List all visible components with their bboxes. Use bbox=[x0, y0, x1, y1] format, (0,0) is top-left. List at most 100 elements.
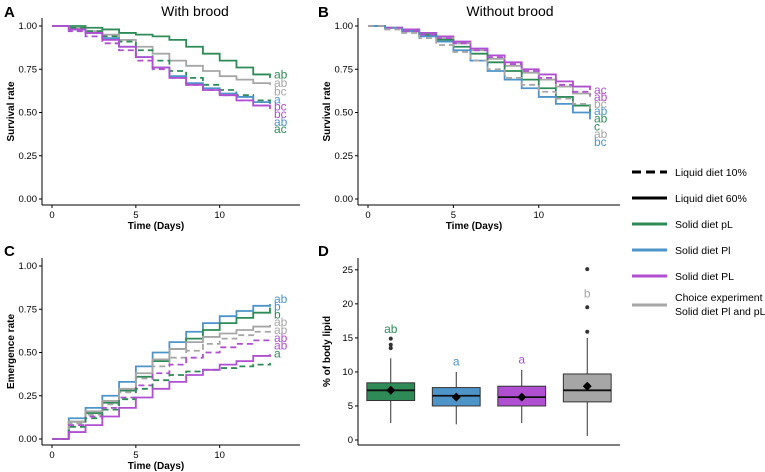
y-tick-label: 20 bbox=[342, 299, 353, 310]
significance-letter: a bbox=[274, 93, 281, 107]
x-axis-label: Time (Days) bbox=[446, 221, 503, 232]
y-tick-label: 0.25 bbox=[19, 391, 38, 402]
y-tick-label: 0.75 bbox=[335, 64, 354, 75]
significance-letter: ac bbox=[274, 122, 287, 136]
panel-title: With brood bbox=[161, 3, 229, 19]
series-line bbox=[52, 25, 271, 78]
legend-label: Solid diet Pl bbox=[675, 245, 730, 257]
significance-letter: b bbox=[274, 300, 281, 314]
x-tick-label: 10 bbox=[533, 210, 544, 221]
y-tick-label: 0.00 bbox=[19, 434, 38, 445]
mean-marker bbox=[517, 392, 527, 402]
y-tick-label: 10 bbox=[342, 367, 353, 378]
y-axis-label: Survival rate bbox=[6, 81, 17, 141]
series-line bbox=[368, 25, 591, 120]
x-axis-label: Time (Days) bbox=[128, 461, 185, 472]
significance-letter: ac bbox=[594, 83, 607, 97]
panel-title: Without brood bbox=[466, 3, 553, 19]
x-axis-label: Time (Days) bbox=[128, 221, 185, 232]
mean-marker bbox=[582, 381, 592, 391]
significance-letter: ab bbox=[594, 104, 608, 118]
y-tick-label: 0.75 bbox=[19, 64, 38, 75]
significance-letter: b bbox=[584, 287, 591, 301]
y-tick-label: 1.00 bbox=[335, 21, 354, 32]
legend-label: Choice experiment bbox=[675, 292, 763, 304]
legend-label: Liquid diet 60% bbox=[675, 193, 747, 205]
outlier-point bbox=[388, 336, 393, 341]
y-tick-label: 25 bbox=[342, 265, 353, 276]
series-line bbox=[52, 354, 271, 440]
legend-label: Solid diet pL bbox=[675, 219, 733, 231]
outlier-point bbox=[585, 267, 590, 272]
x-tick-label: 5 bbox=[133, 210, 138, 221]
x-tick-label: 5 bbox=[451, 210, 456, 221]
y-tick-label: 1.00 bbox=[19, 261, 38, 272]
y-tick-label: 0.50 bbox=[19, 108, 38, 119]
y-tick-label: 0.50 bbox=[19, 348, 38, 359]
outlier-point bbox=[585, 305, 590, 310]
series-line bbox=[368, 25, 591, 96]
significance-letter: ab bbox=[274, 339, 288, 353]
y-tick-label: 15 bbox=[342, 333, 353, 344]
significance-letter: ab bbox=[274, 323, 288, 337]
significance-letter: bc bbox=[274, 99, 287, 113]
y-tick-label: 0 bbox=[348, 435, 353, 446]
significance-letter: ab bbox=[274, 67, 288, 81]
significance-letter: ab bbox=[594, 127, 608, 141]
significance-letter: ab bbox=[274, 76, 288, 90]
outlier-point bbox=[388, 346, 393, 351]
significance-letter: ab bbox=[274, 315, 288, 329]
x-tick-label: 0 bbox=[365, 210, 370, 221]
y-tick-label: 0.75 bbox=[19, 304, 38, 315]
legend-label: Liquid diet 10% bbox=[675, 167, 747, 179]
significance-letter: ab bbox=[384, 322, 398, 336]
significance-letter: a bbox=[453, 355, 460, 369]
significance-letter: ab bbox=[274, 115, 288, 129]
outlier-point bbox=[585, 329, 590, 334]
panel-c-emergence: 0.00 0.25 0.50 0.75 1.00 0 5 10 Time (Days) Emerg… bbox=[6, 258, 300, 472]
panel-c-letter: C bbox=[4, 243, 15, 260]
legend: Liquid diet 10% Liquid diet 60% Solid diet… bbox=[632, 167, 765, 318]
significance-letter: ab bbox=[594, 112, 608, 126]
series-line bbox=[52, 330, 271, 440]
significance-letter: c bbox=[594, 119, 600, 133]
significance-letter: ab bbox=[274, 292, 288, 306]
y-axis-label: Emergence rate bbox=[6, 314, 17, 389]
legend-label: Solid diet PL bbox=[675, 271, 734, 283]
y-axis-label: Survival rate bbox=[322, 81, 333, 141]
panel-d-letter: D bbox=[318, 243, 329, 260]
x-tick-label: 0 bbox=[49, 450, 54, 461]
series-line bbox=[368, 25, 591, 110]
y-axis-label: % of body lipid bbox=[322, 316, 333, 387]
significance-letter: ab bbox=[274, 331, 288, 345]
y-tick-label: 5 bbox=[348, 401, 353, 412]
significance-letter: bc bbox=[594, 97, 607, 111]
mean-marker bbox=[386, 385, 396, 395]
x-tick-label: 10 bbox=[214, 450, 225, 461]
significance-letter: bc bbox=[274, 107, 287, 121]
y-tick-label: 0.25 bbox=[19, 151, 38, 162]
panel-a-letter: A bbox=[4, 4, 15, 21]
panel-a-survival-with-brood: 0.00 0.25 0.50 0.75 1.00 0 5 10 Time (Days) Survi… bbox=[6, 3, 300, 232]
series-line bbox=[52, 324, 271, 440]
y-tick-label: 0.50 bbox=[335, 108, 354, 119]
panel-b-survival-without-brood: 0.00 0.25 0.50 0.75 1.00 0 5 10 Time (Days) Survi… bbox=[322, 3, 620, 232]
significance-letter: a bbox=[518, 353, 525, 367]
significance-letter: bc bbox=[594, 135, 607, 149]
x-tick-label: 5 bbox=[133, 450, 138, 461]
x-tick-label: 10 bbox=[214, 210, 225, 221]
y-tick-label: 0.25 bbox=[335, 151, 354, 162]
y-tick-label: 1.00 bbox=[19, 21, 38, 32]
significance-letter: b bbox=[274, 307, 281, 321]
panel-b-letter: B bbox=[318, 4, 329, 21]
mean-marker bbox=[451, 392, 461, 402]
x-tick-label: 0 bbox=[49, 210, 54, 221]
significance-letter: a bbox=[274, 346, 281, 360]
significance-letter: bc bbox=[274, 85, 287, 99]
series-line bbox=[52, 25, 271, 110]
y-tick-label: 0.00 bbox=[19, 194, 38, 205]
outlier-point bbox=[388, 342, 393, 347]
series-line bbox=[52, 336, 271, 440]
